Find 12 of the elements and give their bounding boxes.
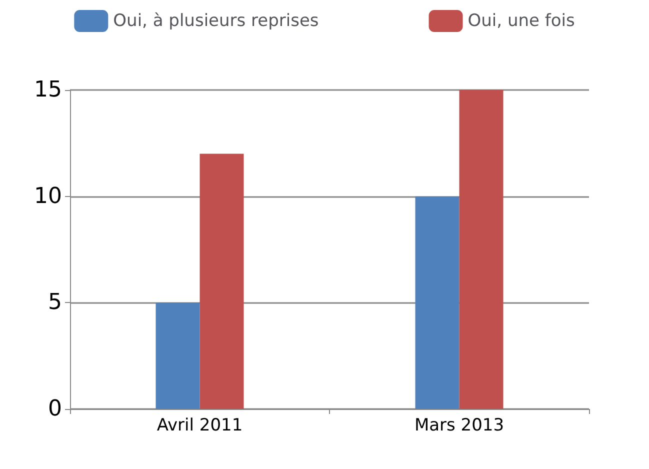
x-tick-label: Mars 2013 [414,416,504,436]
y-tick-label: 0 [48,396,62,422]
bar [156,302,200,409]
legend-label: Oui, à plusieurs reprises [113,11,319,31]
bar [415,196,460,409]
bar [200,154,244,409]
x-tick-label: Avril 2011 [156,416,243,436]
y-tick-label: 10 [34,184,62,209]
y-tick-label: 15 [34,78,62,102]
legend-label: Oui, une fois [468,11,575,31]
y-tick-label: 5 [48,290,62,316]
bar [459,90,504,409]
